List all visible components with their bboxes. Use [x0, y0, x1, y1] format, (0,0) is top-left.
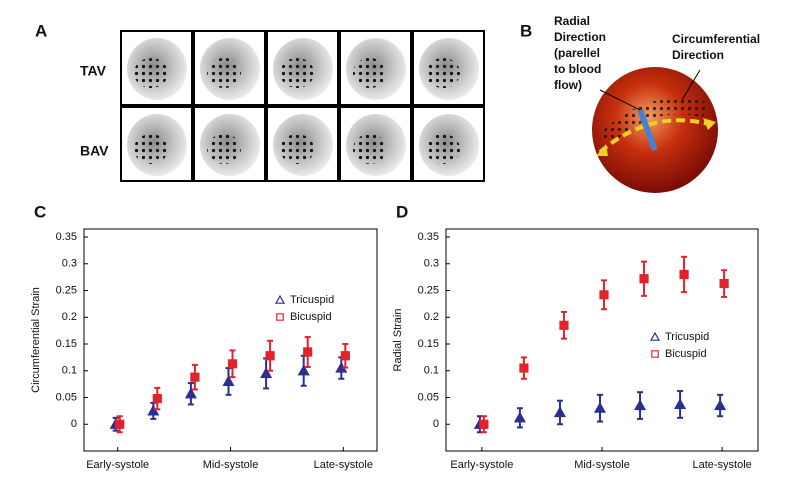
marker [184, 387, 197, 399]
y-tick-label: 0 [433, 418, 439, 430]
markers [426, 134, 460, 164]
x-tick-label: Mid-systole [203, 459, 259, 471]
y-axis-label: Circumferential Strain [30, 287, 42, 393]
annotation: Circumferential [672, 32, 760, 46]
marker [513, 411, 526, 423]
x-tick-label: Late-systole [692, 459, 751, 471]
y-tick-label: 0.35 [56, 231, 77, 243]
legend-marker [651, 350, 659, 358]
y-tick-label: 0.3 [62, 258, 77, 270]
y-tick-label: 0.05 [56, 391, 77, 403]
panel-label: B [520, 21, 532, 40]
plot-frame [83, 228, 378, 452]
markers [134, 134, 168, 164]
markers [280, 134, 314, 164]
y-tick-label: 0.3 [424, 258, 439, 270]
marker [634, 399, 647, 411]
marker [265, 351, 275, 361]
marker [147, 404, 160, 416]
marker [303, 347, 313, 357]
marker [227, 359, 238, 369]
tissue-photo [592, 67, 718, 193]
marker [479, 419, 489, 429]
legend-marker [274, 294, 286, 304]
annotation: Direction [672, 48, 724, 62]
marker [719, 278, 729, 289]
legend-label: Bicuspid [290, 311, 332, 323]
y-tick-label: 0.2 [424, 311, 439, 323]
y-tick-label: 0.35 [418, 231, 439, 243]
annotation: to blood [554, 62, 601, 76]
annotation: Direction [554, 30, 606, 44]
marker [260, 367, 273, 379]
y-tick-label: 0.25 [418, 284, 439, 296]
marker [639, 274, 649, 284]
y-tick-label: 0.25 [56, 284, 77, 296]
x-tick-label: Mid-systole [574, 459, 630, 471]
marker [714, 399, 727, 411]
marker [674, 398, 687, 410]
marker [340, 351, 350, 361]
y-axis-label: Radial Strain [392, 309, 404, 372]
markers [207, 134, 241, 164]
markers [134, 58, 168, 88]
y-tick-label: 0.1 [424, 365, 439, 377]
valve-images [120, 30, 485, 182]
x-tick-label: Early-systole [450, 459, 513, 471]
annotation: flow) [554, 78, 582, 92]
annotation: (parellel [554, 46, 600, 60]
y-tick-label: 0.1 [62, 365, 77, 377]
y-tick-label: 0.05 [418, 391, 439, 403]
marker [152, 393, 162, 404]
panel-label: D [396, 202, 408, 221]
markers [353, 134, 387, 164]
x-tick-label: Late-systole [314, 459, 373, 471]
x-tick-label: Early-systole [86, 459, 149, 471]
marker [115, 419, 125, 429]
markers [207, 58, 241, 88]
marker [519, 363, 529, 373]
annotation: Radial [554, 14, 590, 28]
y-tick-label: 0 [71, 418, 77, 430]
y-tick-label: 0.2 [62, 311, 77, 323]
y-tick-label: 0.15 [418, 338, 439, 350]
marker [599, 290, 609, 300]
marker [190, 372, 200, 382]
legend-label: Bicuspid [665, 348, 707, 360]
markers [353, 58, 387, 88]
marker [553, 406, 566, 418]
legend-label: Tricuspid [665, 331, 709, 343]
y-tick-label: 0.15 [56, 338, 77, 350]
row-label: BAV [80, 143, 109, 159]
marker [559, 320, 569, 330]
marker [297, 364, 310, 376]
markers [280, 58, 314, 88]
legend-marker [649, 331, 661, 341]
legend-label: Tricuspid [290, 294, 334, 306]
row-label: TAV [80, 63, 107, 79]
legend-marker [276, 313, 284, 321]
markers [426, 58, 460, 88]
plot-frame [445, 228, 759, 452]
marker [222, 375, 235, 387]
marker [593, 401, 607, 413]
panel-label: C [34, 202, 46, 221]
marker [679, 269, 689, 280]
panel-label: A [35, 21, 47, 40]
